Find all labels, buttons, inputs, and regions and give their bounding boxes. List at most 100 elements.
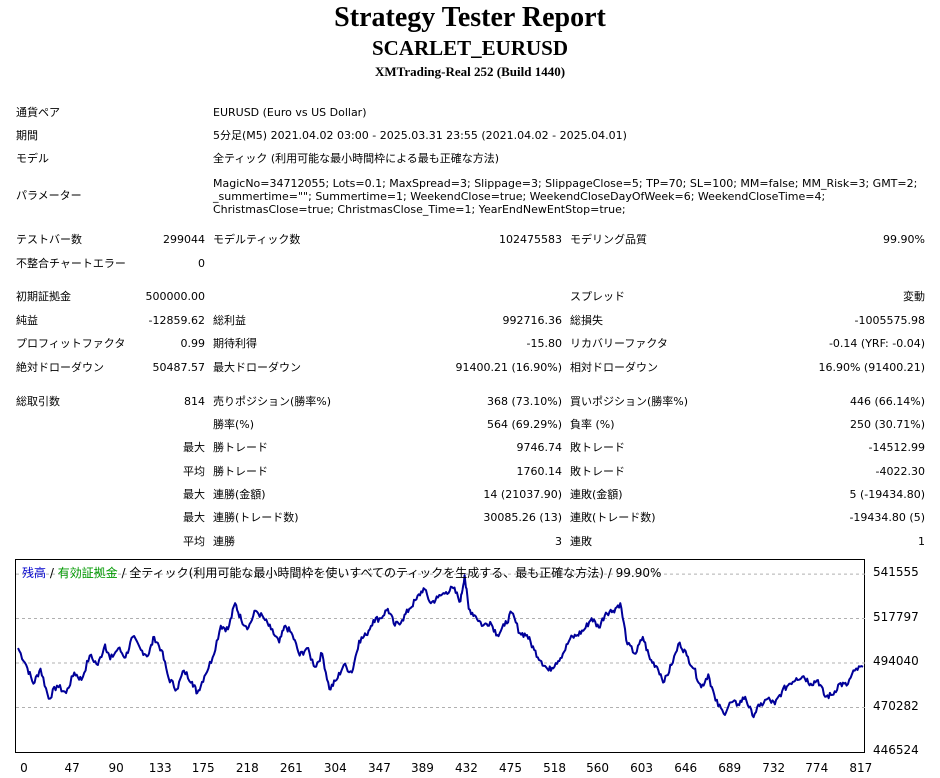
max-consec-profit-label: 連勝(トレード数) [213, 511, 299, 524]
rel-dd-value: 16.90% (91400.21) [818, 361, 925, 374]
net-label: 純益 [16, 314, 38, 327]
largest-win-value: 9746.74 [516, 441, 563, 454]
x-tick-label: 389 [410, 761, 434, 775]
x-tick-label: 560 [586, 761, 610, 775]
max-consec-lossamt-value: -19434.80 (5) [849, 511, 925, 524]
x-tick-label: 774 [805, 761, 829, 775]
x-tick-label: 432 [455, 761, 478, 775]
max-consec-win-label: 連勝(金額) [213, 488, 266, 501]
x-tick-label: 603 [630, 761, 654, 775]
x-tick-label: 218 [235, 761, 259, 775]
deposit-value: 500000.00 [145, 290, 206, 303]
avg-consec-loss-value: 1 [918, 535, 925, 548]
x-tick-label: 689 [718, 761, 742, 775]
x-tick-label: 817 [849, 761, 873, 775]
bars-value: 299044 [163, 233, 205, 246]
y-tick-label: 494040 [873, 654, 919, 669]
x-tick-label: 133 [148, 761, 172, 775]
avg-loss-value: -4022.30 [875, 465, 925, 478]
recovery-value: -0.14 (YRF: -0.04) [828, 337, 925, 350]
gross-loss-value: -1005575.98 [854, 314, 925, 327]
lossrate-value: 250 (30.71%) [849, 418, 925, 431]
x-tick-label: 732 [762, 761, 786, 775]
gross-profit-value: 992716.36 [502, 314, 563, 327]
gross-profit-label: 総利益 [213, 314, 246, 327]
balance-chart-svg [16, 573, 866, 719]
x-tick-label: 47 [64, 761, 80, 775]
max-consec2-prefix: 最大 [183, 511, 205, 524]
max-consec-lossamt-label: 連敗(トレード数) [570, 511, 656, 524]
avg-consec-prefix: 平均 [183, 535, 205, 548]
avg-loss-label: 敗トレード [570, 465, 625, 478]
trades-value: 814 [184, 395, 205, 408]
report-subtitle: SCARLET_EURUSD [371, 36, 569, 60]
lossrate-label: 負率 (%) [570, 418, 615, 431]
average-prefix: 平均 [183, 465, 205, 478]
balance-chart: 残高 / 有効証拠金 / 全ティック(利用可能な最小時間枠を使いすべてのティック… [15, 559, 866, 753]
avg-win-label: 勝トレード [213, 465, 268, 478]
x-tick-label: 175 [191, 761, 215, 775]
avg-consec-loss-label: 連敗 [570, 535, 592, 548]
ticks-value: 102475583 [499, 233, 562, 246]
avg-win-value: 1760.14 [516, 465, 563, 478]
period-value: 5分足(M5) 2021.04.02 03:00 - 2025.03.31 23… [213, 129, 627, 142]
quality-value: 99.90% [883, 233, 925, 246]
net-value: -12859.62 [148, 314, 205, 327]
params-label: パラメーター [16, 189, 82, 202]
largest-loss-value: -14512.99 [868, 441, 925, 454]
max-dd-value: 91400.21 (16.90%) [455, 361, 562, 374]
recovery-label: リカバリーファクタ [570, 337, 668, 350]
x-tick-label: 475 [499, 761, 522, 775]
short-label: 売りポジション(勝率%) [213, 395, 332, 408]
max-dd-label: 最大ドローダウン [213, 361, 301, 374]
winrate-value: 564 (69.29%) [486, 418, 562, 431]
abs-dd-label: 絶対ドローダウン [16, 361, 104, 374]
spread-label: スプレッド [570, 290, 625, 303]
params-value: MagicNo=34712055; Lots=0.1; MaxSpread=3;… [213, 177, 918, 216]
x-tick-label: 90 [108, 761, 124, 775]
period-label: 期間 [16, 129, 38, 142]
bars-label: テストバー数 [16, 233, 82, 246]
abs-dd-value: 50487.57 [152, 361, 206, 374]
pf-label: プロフィットファクタ [16, 337, 126, 350]
pf-value: 0.99 [180, 337, 206, 350]
expected-label: 期待利得 [213, 337, 257, 350]
mismatch-label: 不整合チャートエラー [16, 257, 126, 270]
report-title: Strategy Tester Report [334, 2, 606, 33]
largest-loss-label: 敗トレード [570, 441, 625, 454]
spread-value: 変動 [903, 290, 925, 303]
quality-label: モデリング品質 [570, 233, 647, 246]
x-tick-label: 347 [367, 761, 391, 775]
max-consec-win-value: 14 (21037.90) [483, 488, 562, 501]
y-tick-label: 517797 [873, 609, 919, 624]
gross-loss-label: 総損失 [570, 314, 603, 327]
max-consec-loss-label: 連敗(金額) [570, 488, 623, 501]
max-consec-loss-value: 5 (-19434.80) [849, 488, 925, 501]
x-tick-label: 261 [279, 761, 303, 775]
largest-prefix: 最大 [183, 441, 205, 454]
deposit-label: 初期証拠金 [16, 290, 71, 303]
x-tick-label: 518 [543, 761, 566, 775]
caption-separator: / [46, 566, 58, 580]
model-value: 全ティック (利用可能な最小時間枠による最も正確な方法) [213, 152, 500, 165]
report-build: XMTrading-Real 252 (Build 1440) [374, 64, 566, 79]
long-value: 446 (66.14%) [849, 395, 925, 408]
chart-caption: 残高 / 有効証拠金 / 全ティック(利用可能な最小時間枠を使いすべてのティック… [22, 564, 661, 581]
model-label: モデル [16, 152, 49, 165]
y-tick-label: 470282 [873, 698, 919, 713]
long-label: 買いポジション(勝率%) [570, 395, 689, 408]
avg-consec-win-label: 連勝 [213, 535, 235, 548]
trades-label: 総取引数 [16, 395, 60, 408]
y-tick-label: 541555 [873, 565, 919, 580]
max-consec-profit-value: 30085.26 (13) [483, 511, 562, 524]
x-tick-label: 646 [674, 761, 698, 775]
short-value: 368 (73.10%) [486, 395, 562, 408]
winrate-label: 勝率(%) [213, 418, 255, 431]
caption-rest: / 全ティック(利用可能な最小時間枠を使いすべてのティックを生成する、最も正確な… [117, 566, 662, 580]
caption-equity: 有効証拠金 [57, 566, 118, 580]
balance-line [17, 574, 864, 719]
pair-label: 通貨ペア [16, 106, 60, 119]
y-tick-label: 446524 [873, 743, 919, 757]
avg-consec-win-value: 3 [555, 535, 562, 548]
largest-win-label: 勝トレード [213, 441, 268, 454]
